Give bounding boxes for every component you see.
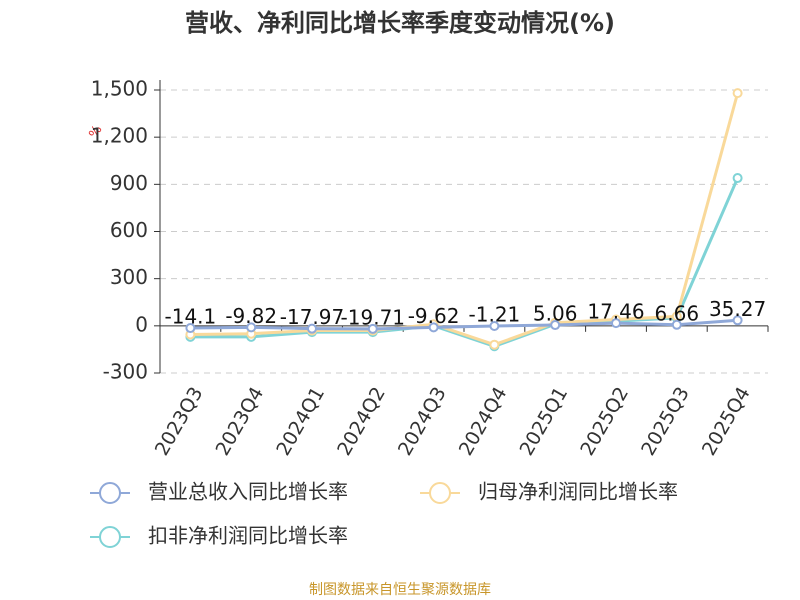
y-tick-label: -300 (103, 360, 148, 384)
data-point (732, 173, 743, 184)
y-tick-label: 0 (135, 312, 148, 336)
x-tick-label: 2025Q1 (516, 383, 573, 459)
x-tick-label: 2025Q4 (698, 383, 755, 459)
x-tick-label: 2024Q4 (455, 383, 512, 459)
y-tick-label: 300 (110, 265, 148, 289)
y-tick-label: 1,200 (91, 124, 148, 148)
x-tick-label: 2024Q1 (272, 383, 329, 459)
legend-marker (99, 482, 121, 504)
data-label: 35.27 (709, 297, 766, 321)
legend-label: 扣非净利润同比增长率 (148, 524, 348, 548)
data-point (246, 322, 257, 333)
data-label: -1.21 (469, 303, 521, 327)
source: 制图数据来自恒生聚源数据库 (309, 582, 491, 598)
data-point (428, 322, 439, 333)
data-point (185, 323, 196, 334)
data-point (307, 323, 317, 334)
data-point (732, 88, 743, 99)
data-point (550, 320, 561, 331)
chart-title: 营收、净利同比增长率季度变动情况(%) (185, 9, 615, 37)
series-line (190, 92, 740, 347)
series-line (190, 318, 738, 331)
y-tick-label: 600 (110, 218, 148, 242)
data-point (611, 318, 621, 329)
data-label: -9.62 (408, 304, 460, 328)
data-label: -9.82 (225, 304, 277, 328)
data-point (489, 321, 500, 332)
data-label: 5.06 (533, 302, 578, 326)
x-tick-label: 2024Q2 (333, 383, 390, 459)
y-tick-label: 900 (110, 171, 148, 195)
legend-marker (429, 482, 451, 504)
data-point (489, 339, 500, 350)
x-tick-label: 2024Q3 (394, 383, 451, 459)
data-point (732, 315, 743, 326)
x-tick-label: 2025Q2 (576, 383, 633, 459)
data-label: 17.46 (587, 300, 644, 324)
data-point (367, 323, 378, 334)
x-tick-label: 2023Q4 (212, 383, 269, 459)
data-label: 6.66 (655, 301, 700, 325)
y-tick-label: 1,500 (91, 77, 148, 101)
data-label: -17.97 (280, 305, 344, 329)
x-tick-label: 2025Q3 (637, 383, 694, 459)
data-point (671, 319, 682, 330)
legend-marker (99, 526, 121, 548)
data-label: -14.1 (165, 305, 217, 329)
legend-label: 归母净利润同比增长率 (478, 480, 678, 504)
legend-label: 营业总收入同比增长率 (148, 480, 348, 504)
data-label: -19.71 (341, 305, 405, 329)
x-tick-label: 2023Q3 (151, 383, 208, 459)
